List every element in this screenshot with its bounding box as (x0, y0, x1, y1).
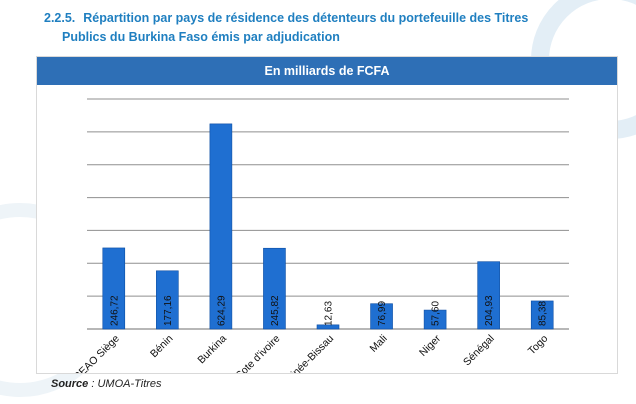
data-label: 76,99 (377, 301, 388, 326)
data-label: 177,16 (163, 295, 174, 326)
data-label: 12,63 (324, 301, 335, 326)
chart-title: En milliards de FCFA (37, 57, 617, 85)
source-text: : UMOA-Titres (91, 378, 162, 390)
category-label: BCEAO Siège (66, 333, 122, 373)
category-label: Sénégal (461, 333, 497, 369)
heading-line-1: Répartition par pays de résidence des dé… (83, 11, 529, 25)
section-heading: 2.2.5. Répartition par pays de résidence … (44, 9, 624, 47)
source-label: Source (51, 378, 89, 390)
heading-line-2: Publics du Burkina Faso émis par adjudic… (62, 30, 340, 44)
data-label: 204,93 (484, 295, 495, 326)
section-number: 2.2.5. (44, 11, 76, 25)
category-label: Mali (368, 333, 390, 355)
bar-chart: 246,72 BCEAO Siège 177,16 Bénin 624,29 Burkin… (66, 98, 569, 373)
category-label: Bénin (148, 333, 176, 361)
data-label: 246,72 (109, 295, 120, 326)
bar (316, 324, 340, 330)
bar (156, 270, 179, 330)
source-note: Source : UMOA-Titres (51, 378, 162, 390)
chart-container: En milliards de FCFA 246,72 BCEAO Siège 17… (36, 56, 618, 374)
data-label: 57,60 (431, 301, 442, 326)
bar (423, 309, 447, 330)
bar (263, 247, 286, 330)
category-label: Guinée-Bissau (279, 333, 336, 373)
data-label: 85,38 (538, 301, 549, 326)
category-label: Togo (526, 333, 551, 358)
bar (477, 261, 500, 330)
bar (370, 303, 393, 330)
bar (530, 300, 554, 330)
category-label: Burkina (195, 333, 229, 367)
bar (102, 247, 126, 330)
category-label: Niger (417, 332, 444, 359)
data-label: 245,82 (270, 295, 281, 326)
bar (209, 123, 233, 330)
data-label: 624,29 (216, 295, 227, 326)
category-label: Cote d'ivoire (233, 333, 283, 373)
